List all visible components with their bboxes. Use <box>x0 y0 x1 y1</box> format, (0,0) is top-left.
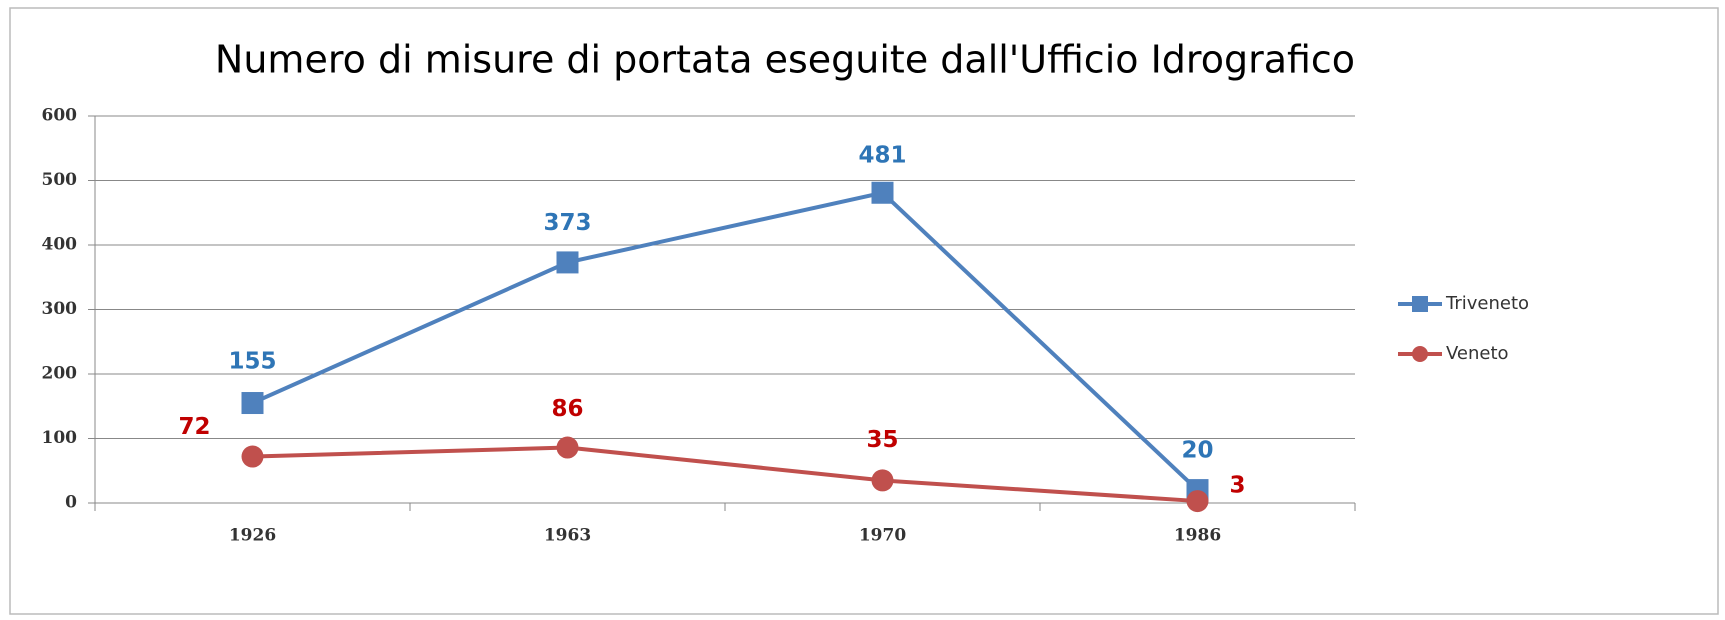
marker <box>241 392 264 415</box>
y-tick-label: 600 <box>42 106 78 126</box>
data-label: 3 <box>1229 473 1245 499</box>
marker <box>556 251 579 274</box>
y-tick-label: 200 <box>42 364 78 384</box>
y-tick-label: 0 <box>65 493 77 513</box>
data-label: 72 <box>178 414 210 440</box>
marker <box>556 436 579 459</box>
data-label: 35 <box>866 427 898 453</box>
x-tick-label: 1963 <box>544 526 591 546</box>
data-label: 481 <box>858 142 906 168</box>
data-label: 373 <box>543 210 591 236</box>
y-tick-label: 100 <box>42 428 78 448</box>
y-tick-label: 300 <box>42 299 78 319</box>
marker <box>241 445 264 468</box>
series-line <box>251 190 1199 492</box>
data-label: 86 <box>551 396 583 422</box>
y-tick-label: 500 <box>42 170 78 190</box>
data-label: 155 <box>228 349 276 375</box>
legend-label: Veneto <box>1446 343 1509 364</box>
marker <box>871 181 894 204</box>
x-tick-label: 1986 <box>1174 526 1221 546</box>
y-tick-label: 400 <box>42 235 78 255</box>
data-label: 20 <box>1181 438 1213 464</box>
marker <box>871 469 894 492</box>
marker <box>1186 490 1209 513</box>
legend-marker <box>1412 296 1428 312</box>
series-line <box>252 445 1198 504</box>
legend-marker <box>1412 346 1428 362</box>
x-tick-label: 1970 <box>859 526 906 546</box>
legend-label: Triveneto <box>1445 293 1529 314</box>
chart-border <box>9 7 1719 615</box>
chart-title: Numero di misure di portata eseguite dal… <box>215 38 1355 82</box>
x-tick-label: 1926 <box>229 526 276 546</box>
